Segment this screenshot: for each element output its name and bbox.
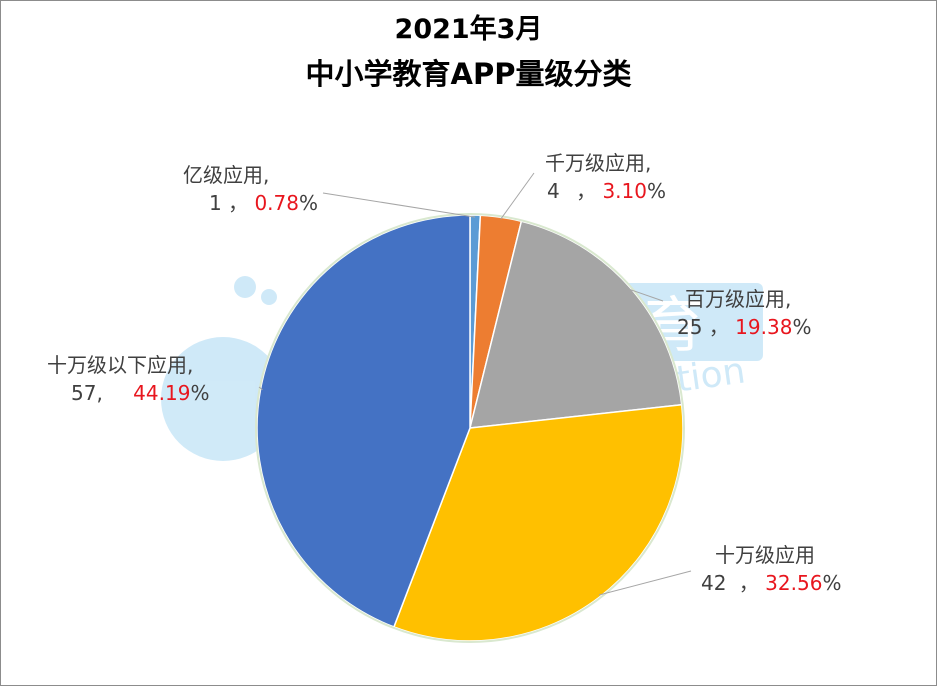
data-label-shiwan-yixia-percent: 44.19: [133, 381, 191, 405]
data-label-baiwan: 百万级应用, 25 ， 19.38%: [677, 285, 811, 341]
data-label-shiwan-sep: ，: [738, 571, 759, 595]
pie-slice-baiwan: [469, 220, 683, 429]
data-label-baiwan-unit: %: [792, 315, 812, 339]
data-label-shiwan-yixia-name: 十万级以下应用,: [47, 353, 194, 377]
data-label-shiwan-yixia-value: 57,: [71, 381, 103, 405]
leader-line-shiwan: [598, 570, 692, 596]
data-label-qianwan-sep: ，: [576, 179, 597, 203]
data-label-yi-sep: ，: [228, 191, 249, 215]
data-label-baiwan-value: 25: [677, 315, 703, 339]
data-label-baiwan-percent: 19.38: [735, 315, 793, 339]
data-label-yi-unit: %: [298, 191, 318, 215]
data-label-qianwan-unit: %: [646, 179, 666, 203]
pie-outline: [255, 213, 685, 643]
data-label-shiwan-percent: 32.56: [765, 571, 823, 595]
pie-slice-shiwan-yixia: [256, 214, 471, 628]
data-label-yi-name: 亿级应用,: [183, 163, 270, 187]
data-label-shiwan-value: 42: [701, 571, 727, 595]
leader-line-shiwan-yixia: [258, 386, 263, 391]
data-label-yi-value: 1: [209, 191, 222, 215]
data-label-shiwan-unit: %: [822, 571, 842, 595]
pie-slices: [255, 213, 685, 643]
data-label-yi: 亿级应用, 1 ， 0.78%: [183, 161, 318, 217]
data-label-shiwan: 十万级应用 42 ， 32.56%: [701, 541, 841, 597]
data-label-shiwan-yixia-values: 57, 44.19%: [47, 379, 209, 407]
chart-title-line2: 中小学教育APP量级分类: [305, 57, 632, 91]
data-label-qianwan-percent: 3.10: [602, 179, 647, 203]
data-label-shiwan-yixia-unit: %: [190, 381, 210, 405]
data-label-baiwan-name: 百万级应用,: [685, 287, 792, 311]
data-label-yi-values: 1 ， 0.78%: [183, 189, 318, 217]
data-label-qianwan-values: 4 ， 3.10%: [545, 177, 666, 205]
data-label-shiwan-values: 42 ， 32.56%: [701, 569, 841, 597]
watermark-apple-icon: [161, 337, 285, 461]
chart-title-line1: 2021年3月: [394, 14, 543, 45]
data-label-shiwan-name: 十万级应用: [715, 543, 815, 567]
watermark-apple-leaf-small-icon: [261, 289, 277, 305]
leader-line-qianwan: [500, 172, 535, 220]
leader-line-yi: [322, 192, 476, 218]
data-label-yi-percent: 0.78: [254, 191, 299, 215]
data-label-qianwan: 千万级应用, 4 ， 3.10%: [545, 149, 666, 205]
data-label-qianwan-value: 4: [547, 179, 560, 203]
leader-line-baiwan: [628, 288, 664, 302]
data-label-baiwan-sep: ，: [708, 315, 729, 339]
pie-slice-shiwan: [392, 403, 684, 642]
leader-lines: [258, 172, 692, 596]
data-label-shiwan-yixia: 十万级以下应用, 57, 44.19%: [47, 351, 209, 407]
data-label-baiwan-values: 25 ， 19.38%: [677, 313, 811, 341]
data-label-qianwan-name: 千万级应用,: [545, 151, 652, 175]
watermark-apple-leaf-icon: [234, 276, 256, 298]
